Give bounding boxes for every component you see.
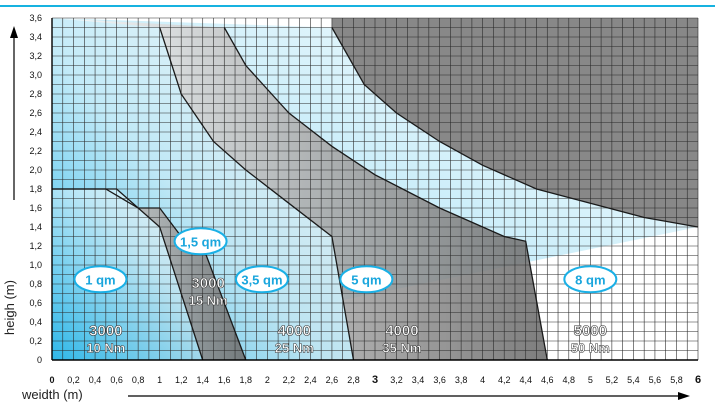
zone-boundary-5: [331, 27, 699, 228]
x-tick-label: 2,4: [304, 375, 317, 385]
zone-motor-label: 4000: [278, 323, 311, 340]
y-tick-label: 3,2: [29, 51, 42, 61]
zone-torque-label: 15 Nm: [189, 293, 228, 308]
y-tick-label: 1,2: [29, 241, 42, 251]
y-tick-label: 0: [37, 355, 42, 365]
zone-area-bubble-1: [73, 265, 128, 294]
x-tick-label: 1,2: [175, 375, 188, 385]
y-tick-label: 2,0: [29, 165, 42, 175]
zone-area-label: 1,5 qm: [180, 234, 221, 249]
x-tick-label: 5,4: [627, 375, 640, 385]
x-axis-title: weidth (m): [22, 387, 83, 402]
y-tick-label: 2,2: [29, 146, 42, 156]
y-axis-title: heigh (m): [1, 280, 17, 335]
x-tick-label: 5: [588, 375, 593, 385]
zone-area-bubble-2: [173, 227, 228, 256]
y-tick-label: 1,6: [29, 203, 42, 213]
zone-torque-label: 50 Nm: [571, 341, 610, 356]
zone-motor-label: 5000: [574, 323, 607, 340]
y-tick-label: 0,4: [29, 317, 42, 327]
zone-area-label: 5 qm: [351, 272, 381, 287]
x-tick-label: 5,8: [670, 375, 683, 385]
y-tick-label: 0,6: [29, 298, 42, 308]
zone-torque-label: 35 Nm: [382, 341, 421, 356]
x-tick-label: 4,4: [519, 375, 532, 385]
x-tick-label: 4: [480, 375, 485, 385]
y-tick-label: 3,4: [29, 32, 42, 42]
x-tick-label: 5,6: [649, 375, 662, 385]
zone-area-label: 8 qm: [575, 272, 605, 287]
y-tick-label: 1,4: [29, 222, 42, 232]
y-tick-label: 0,8: [29, 279, 42, 289]
x-tick-label: 0: [49, 375, 54, 385]
y-tick-label: 2,8: [29, 89, 42, 99]
y-tick-label: 3,6: [29, 13, 42, 23]
zone-motor-label: 3000: [191, 275, 224, 292]
x-tick-label: 1: [157, 375, 162, 385]
x-tick-label: 0,2: [67, 375, 80, 385]
zone-area-bubble-5: [563, 265, 618, 294]
x-tick-label: 2,6: [326, 375, 339, 385]
grid: [51, 17, 699, 361]
x-tick-label: 3,8: [455, 375, 468, 385]
zone-area-bubble-3: [234, 265, 289, 294]
y-tick-label: 1,8: [29, 184, 42, 194]
zone-area-label: 1 qm: [85, 272, 115, 287]
y-tick-label: 1,0: [29, 260, 42, 270]
y-tick-label: 0,2: [29, 336, 42, 346]
y-tick-label: 2,6: [29, 108, 42, 118]
x-axis-arrowhead: [678, 392, 690, 400]
x-tick-label: 0,4: [89, 375, 102, 385]
x-tick-label: 2,2: [283, 375, 296, 385]
zone-area-label: 3,5 qm: [241, 272, 282, 287]
y-tick-label: 2,4: [29, 127, 42, 137]
x-tick-label: 4,6: [541, 375, 554, 385]
x-tick-label: 3: [372, 374, 378, 386]
zone-torque-label: 25 Nm: [275, 341, 314, 356]
x-tick-label: 3,2: [390, 375, 403, 385]
zone-boundary-2: [52, 188, 247, 361]
zone-motor-label: 3000: [89, 323, 122, 340]
zone-motor-label: 4000: [385, 323, 418, 340]
zone-boundary-3: [159, 27, 355, 361]
x-tick-label: 2,8: [347, 375, 360, 385]
x-tick-label: 2: [265, 375, 270, 385]
x-tick-label: 3,4: [412, 375, 425, 385]
x-tick-label: 1,6: [218, 375, 231, 385]
zone-boundary-4: [223, 27, 548, 361]
zone-torque-label: 10 Nm: [86, 341, 125, 356]
x-tick-label: 4,8: [563, 375, 576, 385]
x-tick-label: 6: [695, 374, 701, 386]
x-tick-label: 1,4: [196, 375, 209, 385]
x-tick-label: 1,8: [240, 375, 253, 385]
y-axis-arrowhead: [10, 26, 18, 38]
x-tick-label: 5,2: [606, 375, 619, 385]
y-tick-label: 3,0: [29, 70, 42, 80]
top-accent-line: [0, 5, 715, 7]
x-tick-label: 0,8: [132, 375, 145, 385]
x-tick-label: 4,2: [498, 375, 511, 385]
x-tick-label: 0,6: [110, 375, 123, 385]
zone-area-bubble-4: [339, 265, 394, 294]
x-tick-label: 3,6: [433, 375, 446, 385]
